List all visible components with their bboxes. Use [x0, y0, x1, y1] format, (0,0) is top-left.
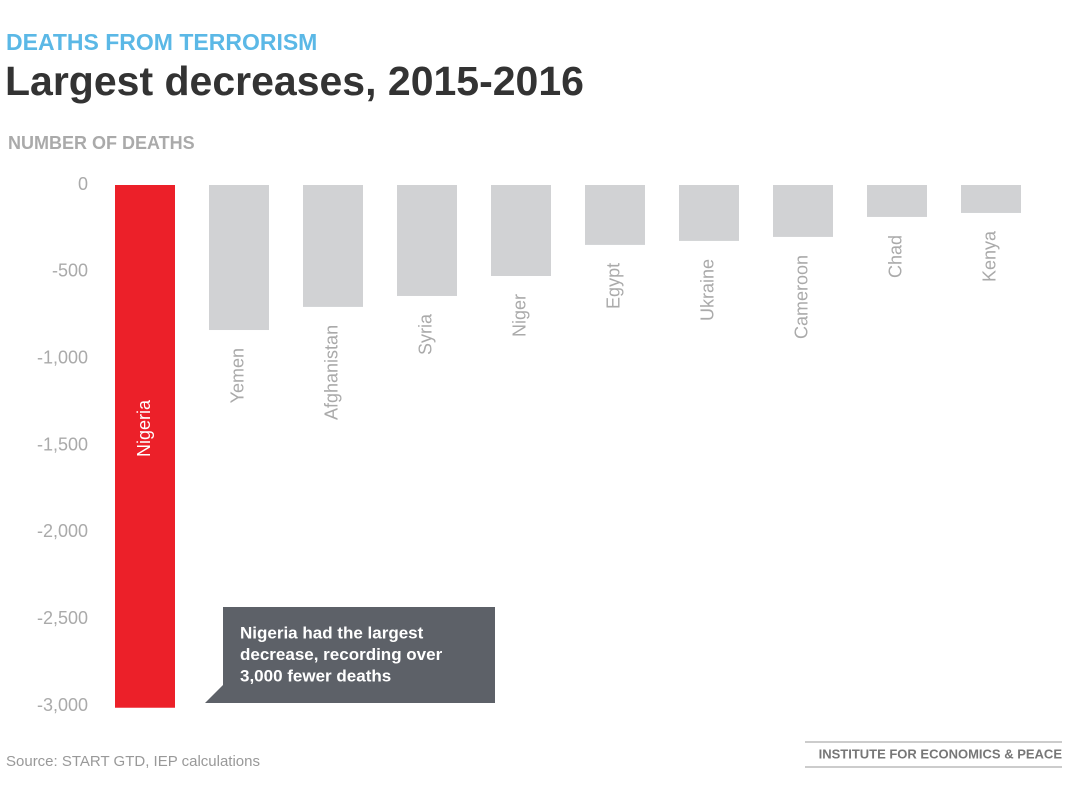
annotation-text: decrease, recording over — [240, 645, 443, 664]
y-tick-label: -1,000 — [37, 347, 88, 367]
annotation-text: 3,000 fewer deaths — [240, 666, 391, 685]
category-label: Egypt — [604, 263, 624, 309]
category-label: Ukraine — [698, 259, 718, 321]
annotation-text: Nigeria had the largest — [240, 623, 424, 642]
y-tick-label: -2,500 — [37, 608, 88, 628]
category-label: Nigeria — [134, 399, 154, 457]
y-tick-label: -2,000 — [37, 521, 88, 541]
category-label: Afghanistan — [322, 325, 342, 420]
bar — [773, 185, 833, 237]
annotation-box — [205, 607, 495, 703]
category-label: Yemen — [228, 348, 248, 403]
bar — [491, 185, 551, 277]
category-label: Kenya — [980, 230, 1000, 282]
bar — [867, 185, 927, 217]
bar — [679, 185, 739, 241]
bar — [303, 185, 363, 307]
y-tick-label: 0 — [78, 174, 88, 194]
y-tick-label: -1,500 — [37, 434, 88, 454]
y-tick-label: -3,000 — [37, 695, 88, 715]
y-axis-title: NUMBER OF DEATHS — [8, 133, 195, 153]
y-tick-label: -500 — [52, 261, 88, 281]
category-label: Niger — [510, 294, 530, 337]
category-label: Cameroon — [792, 255, 812, 339]
bar — [209, 185, 269, 331]
bar — [115, 185, 175, 708]
bar — [961, 185, 1021, 213]
category-label: Chad — [886, 235, 906, 278]
brand: INSTITUTE FOR ECONOMICS & PEACE — [819, 746, 1063, 761]
chart-title: Largest decreases, 2015-2016 — [5, 58, 584, 104]
kicker: DEATHS FROM TERRORISM — [6, 29, 317, 55]
bar — [397, 185, 457, 296]
category-label: Syria — [416, 313, 436, 355]
bar — [585, 185, 645, 245]
source: Source: START GTD, IEP calculations — [6, 753, 260, 770]
